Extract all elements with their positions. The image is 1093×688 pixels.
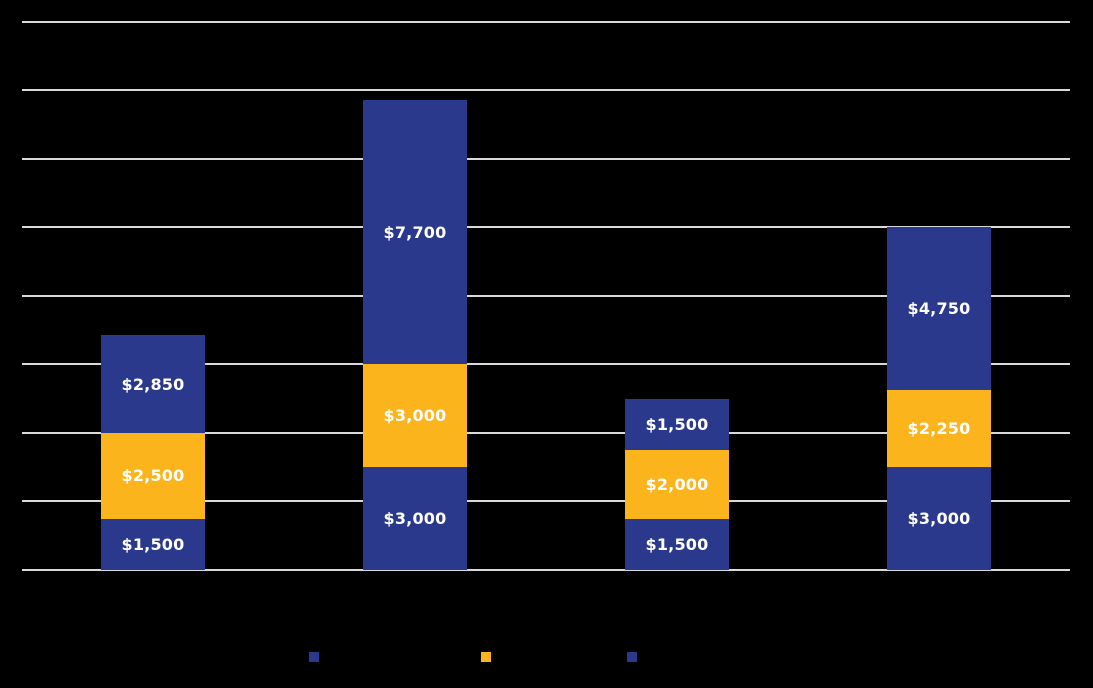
data-label: $1,500 (645, 534, 709, 554)
data-label: $2,850 (121, 374, 185, 394)
bar-segment: $4,750 (887, 227, 991, 391)
data-label: $7,700 (383, 222, 447, 242)
bar: $3,000 $2,250 $4,750 (887, 227, 991, 570)
gridline (22, 431, 1070, 434)
bar-segment: $1,500 (625, 518, 729, 570)
data-label: $4,750 (907, 299, 971, 319)
data-label: $3,000 (907, 509, 971, 529)
gridline (22, 363, 1070, 366)
data-label: $2,000 (645, 474, 709, 494)
gridline (22, 226, 1070, 229)
gridline (22, 157, 1070, 160)
bar: $1,500 $2,500 $2,850 (101, 335, 205, 570)
bar-segment: $3,000 (363, 467, 467, 570)
data-label: $3,000 (383, 509, 447, 529)
data-label: $3,000 (383, 406, 447, 426)
bar-segment: $1,500 (625, 398, 729, 451)
data-label: $1,500 (645, 414, 709, 434)
bar-segment: $1,500 (101, 518, 205, 570)
bar-segment: $3,000 (363, 364, 467, 468)
data-label: $2,250 (907, 419, 971, 439)
bar-segment: $3,000 (887, 467, 991, 570)
data-label: $2,500 (121, 466, 185, 486)
bar-segment: $2,000 (625, 450, 729, 519)
bar: $3,000 $3,000 $7,700 (363, 100, 467, 570)
bar-segment: $2,250 (887, 390, 991, 468)
gridline (22, 89, 1070, 92)
gridline (22, 20, 1070, 23)
bar-segment: $2,500 (101, 432, 205, 519)
gridline (22, 569, 1070, 571)
gridline (22, 294, 1070, 297)
bar-segment: $7,700 (363, 100, 467, 365)
bar: $1,500 $2,000 $1,500 (625, 398, 729, 570)
data-label: $1,500 (121, 534, 185, 554)
gridline (22, 500, 1070, 503)
bar-segment: $2,850 (101, 335, 205, 433)
